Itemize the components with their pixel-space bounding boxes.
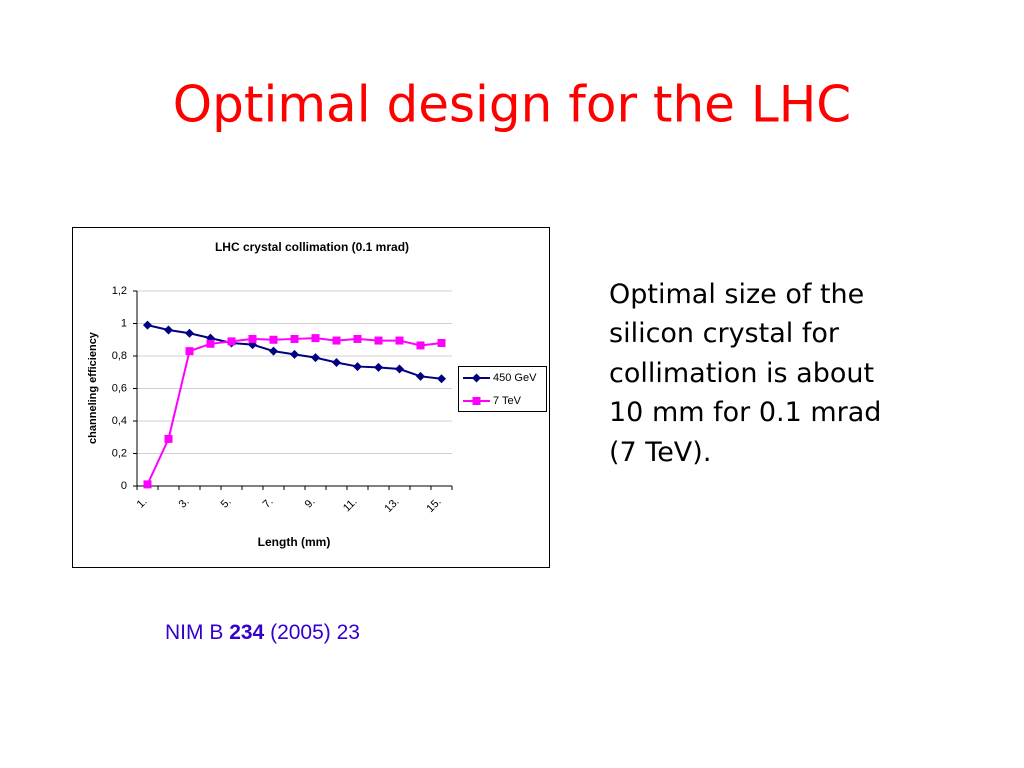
slide-title: Optimal design for the LHC — [173, 76, 851, 134]
chart-title: LHC crystal collimation (0.1 mrad) — [215, 240, 409, 254]
body-line: 10 mm for 0.1 mrad — [609, 397, 881, 428]
data-point — [416, 341, 425, 350]
data-point — [332, 358, 341, 367]
data-point — [353, 362, 362, 372]
data-point — [185, 328, 194, 338]
data-point — [395, 364, 404, 374]
data-point — [290, 349, 299, 359]
x-axis-label: Length (mm) — [258, 535, 331, 549]
y-tick-label: 0,2 — [112, 447, 127, 459]
data-point — [143, 480, 152, 489]
data-point — [206, 339, 215, 348]
data-point — [437, 339, 446, 347]
y-tick-label: 0,6 — [112, 382, 127, 394]
y-tick-label: 0,8 — [112, 350, 127, 362]
citation-journal: NIM B — [165, 621, 223, 644]
data-point — [353, 334, 362, 343]
y-tick-label: 1 — [121, 317, 127, 329]
data-point — [395, 336, 404, 345]
citation: NIM B 234 (2005) 23 — [165, 621, 360, 644]
data-point — [164, 325, 173, 335]
data-point — [143, 320, 152, 330]
data-point — [248, 334, 257, 343]
body-line: collimation is about — [609, 358, 874, 389]
citation-volume: 234 — [229, 621, 264, 644]
data-point — [472, 373, 481, 383]
y-tick-label: 1,2 — [112, 285, 127, 297]
y-tick-label: 0,4 — [112, 415, 127, 427]
data-point — [185, 347, 194, 356]
data-point — [269, 335, 278, 344]
data-point — [472, 397, 481, 405]
data-point — [437, 374, 446, 384]
citation-rest: (2005) 23 — [270, 621, 360, 644]
data-point — [374, 362, 383, 372]
data-point — [374, 336, 383, 345]
legend-label: 450 GeV — [493, 372, 537, 384]
body-line: Optimal size of the — [609, 279, 864, 310]
data-point — [311, 334, 320, 343]
body-line: silicon crystal for — [609, 318, 840, 349]
legend-label: 7 TeV — [493, 395, 522, 407]
data-point — [164, 434, 173, 443]
body-line: (7 TeV). — [609, 437, 711, 468]
data-point — [269, 346, 278, 356]
data-point — [332, 336, 341, 345]
data-point — [290, 334, 299, 343]
y-tick-label: 0 — [121, 480, 127, 492]
data-point — [311, 353, 320, 363]
y-axis-label: channeling efficiency — [87, 331, 99, 444]
data-point — [416, 371, 425, 381]
data-point — [227, 337, 236, 346]
